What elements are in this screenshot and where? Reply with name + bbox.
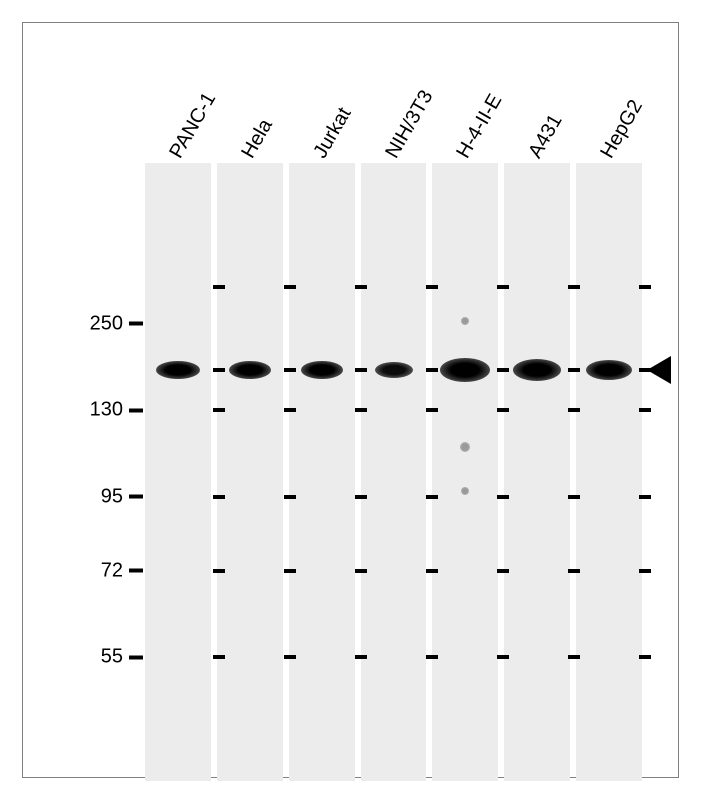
ladder-tick-icon xyxy=(213,655,225,659)
ladder-tick-icon xyxy=(497,569,509,573)
ladder-tick-icon xyxy=(497,368,509,372)
lane-label: PANC-1 xyxy=(165,89,221,163)
protein-band xyxy=(375,362,413,378)
mw-marker: 55 xyxy=(101,646,143,669)
ladder-tick-icon xyxy=(284,655,296,659)
ladder-tick-icon xyxy=(426,285,438,289)
lane: HepG2 xyxy=(576,163,642,781)
tick-icon xyxy=(129,408,143,412)
ladder-tick-icon xyxy=(639,368,651,372)
ladder-tick-icon xyxy=(284,285,296,289)
lane-label: NIH/3T3 xyxy=(381,87,438,163)
ladder-tick-icon xyxy=(426,495,438,499)
tick-icon xyxy=(129,655,143,659)
lane: Jurkat xyxy=(289,163,355,781)
lane-label: Hela xyxy=(237,115,277,162)
ladder-tick-icon xyxy=(639,408,651,412)
ladder-tick-icon xyxy=(568,408,580,412)
ladder-tick-icon xyxy=(284,569,296,573)
protein-band xyxy=(440,358,490,382)
mw-marker-label: 55 xyxy=(101,646,123,669)
lane-label: A431 xyxy=(524,111,567,163)
ladder-tick-icon xyxy=(497,285,509,289)
ladder-tick-icon xyxy=(355,655,367,659)
lane: NIH/3T3 xyxy=(361,163,427,781)
ladder-tick-icon xyxy=(213,408,225,412)
mw-marker-label: 72 xyxy=(101,559,123,582)
tick-icon xyxy=(129,569,143,573)
lane: PANC-1 xyxy=(145,163,211,781)
mw-marker: 250 xyxy=(90,312,143,335)
ladder-tick-icon xyxy=(497,408,509,412)
tick-icon xyxy=(129,322,143,326)
protein-band xyxy=(156,361,200,379)
smudge xyxy=(461,317,469,325)
ladder-tick-icon xyxy=(639,569,651,573)
smudge xyxy=(460,442,470,452)
ladder-tick-icon xyxy=(213,285,225,289)
ladder-tick-icon xyxy=(426,408,438,412)
tick-icon xyxy=(129,495,143,499)
protein-band xyxy=(513,359,561,381)
mw-axis: 250 130 95 72 55 xyxy=(65,163,143,781)
ladder-tick-icon xyxy=(426,368,438,372)
ladder-tick-icon xyxy=(355,285,367,289)
mw-marker-label: 95 xyxy=(101,485,123,508)
ladder-tick-icon xyxy=(355,408,367,412)
ladder-tick-icon xyxy=(355,495,367,499)
ladder-tick-icon xyxy=(284,368,296,372)
lane: A431 xyxy=(504,163,570,781)
ladder-tick-icon xyxy=(568,368,580,372)
ladder-tick-icon xyxy=(426,655,438,659)
protein-band xyxy=(586,360,632,380)
ladder-tick-icon xyxy=(355,569,367,573)
ladder-tick-icon xyxy=(639,655,651,659)
mw-marker: 95 xyxy=(101,485,143,508)
protein-band xyxy=(301,361,343,379)
figure-frame: 250130957255 PANC-1HelaJurkatNIH/3T3H-4-… xyxy=(22,22,679,778)
lane-label: HepG2 xyxy=(596,96,648,162)
lane: Hela xyxy=(217,163,283,781)
ladder-tick-icon xyxy=(568,495,580,499)
ladder-tick-icon xyxy=(497,495,509,499)
lane-label: Jurkat xyxy=(309,104,356,163)
ladder-tick-icon xyxy=(639,495,651,499)
mw-marker-label: 250 xyxy=(90,312,123,335)
mw-marker: 130 xyxy=(90,399,143,422)
mw-marker-label: 130 xyxy=(90,399,123,422)
ladder-tick-icon xyxy=(284,495,296,499)
ladder-tick-icon xyxy=(213,368,225,372)
ladder-tick-icon xyxy=(568,285,580,289)
mw-marker: 72 xyxy=(101,559,143,582)
blot-area: 250 130 95 72 55 PANC-1HelaJurkatNIH/3T3H-4-… xyxy=(65,163,682,781)
ladder-tick-icon xyxy=(568,569,580,573)
ladder-tick-icon xyxy=(284,408,296,412)
smudge xyxy=(461,487,469,495)
ladder-tick-icon xyxy=(213,569,225,573)
protein-band xyxy=(229,361,271,379)
ladder-tick-icon xyxy=(497,655,509,659)
ladder-tick-icon xyxy=(639,285,651,289)
ladder-tick-icon xyxy=(426,569,438,573)
lanes-container: PANC-1HelaJurkatNIH/3T3H-4-II-EA431HepG2 xyxy=(145,163,642,781)
lane: H-4-II-E xyxy=(432,163,498,781)
lane-label: H-4-II-E xyxy=(453,90,508,162)
ladder-tick-icon xyxy=(355,368,367,372)
ladder-tick-icon xyxy=(213,495,225,499)
ladder-tick-icon xyxy=(568,655,580,659)
